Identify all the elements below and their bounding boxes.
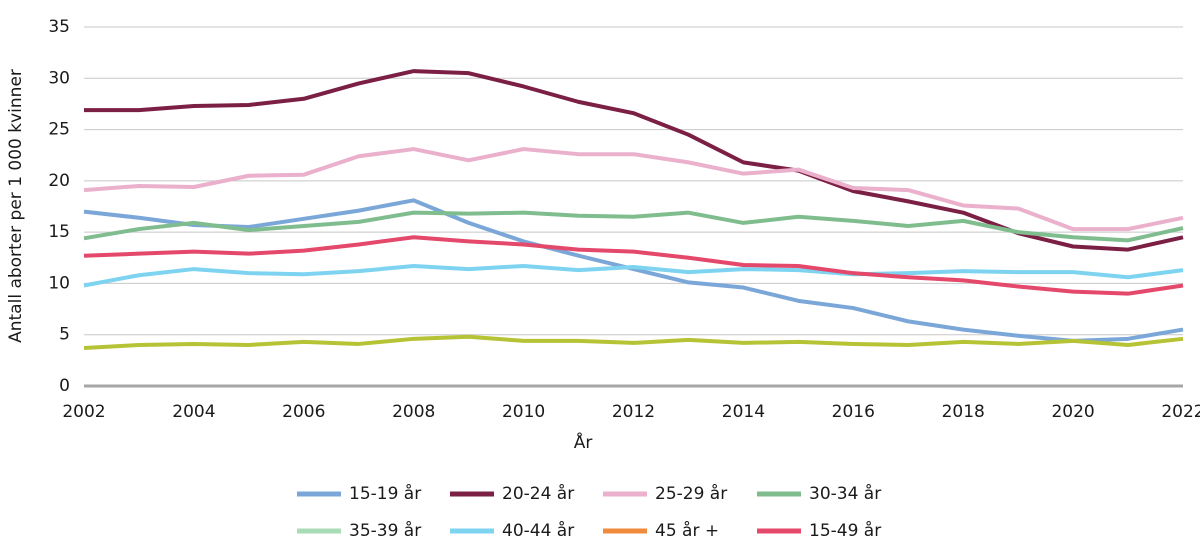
legend-label: 15-49 år [809, 520, 881, 541]
series-line [83, 263, 1184, 288]
series-line [83, 198, 1184, 343]
x-tick-label: 2006 [282, 402, 325, 422]
series-line [83, 210, 1184, 243]
legend-label: 20-24 år [502, 483, 574, 504]
y-tick-label: 35 [48, 17, 70, 37]
series-line [83, 147, 1184, 232]
x-tick-label: 2020 [1051, 402, 1094, 422]
x-tick-label: 2002 [62, 402, 105, 422]
x-tick-label: 2018 [942, 402, 985, 422]
x-tick-label: 2016 [832, 402, 875, 422]
x-axis-label: År [574, 431, 593, 453]
x-tick-label: 2010 [502, 402, 545, 422]
legend-label: 15-19 år [349, 483, 421, 504]
y-tick-label: 0 [59, 376, 70, 396]
legend-label: 30-34 år [809, 483, 881, 504]
x-tick-label: 2014 [722, 402, 765, 422]
series-line [83, 334, 1184, 351]
legend-label: 25-29 år [655, 483, 727, 504]
legend-label: 45 år + [655, 520, 719, 541]
x-tick-label: 2012 [612, 402, 655, 422]
series-line [83, 235, 1184, 296]
legend-label: 35-39 år [349, 520, 421, 541]
y-tick-label: 25 [48, 120, 70, 140]
x-tick-label: 2008 [392, 402, 435, 422]
y-tick-label: 20 [48, 171, 70, 191]
legend-label: 40-44 år [502, 520, 574, 541]
y-axis-label: Antall aborter per 1 000 kvinner [6, 69, 26, 343]
y-tick-label: 5 [59, 325, 70, 345]
series-line [84, 69, 1184, 252]
y-tick-label: 15 [48, 222, 70, 242]
y-tick-label: 30 [48, 68, 70, 88]
x-tick-label: 2022 [1161, 402, 1200, 422]
x-tick-label: 2004 [172, 402, 215, 422]
y-tick-label: 10 [48, 273, 70, 293]
